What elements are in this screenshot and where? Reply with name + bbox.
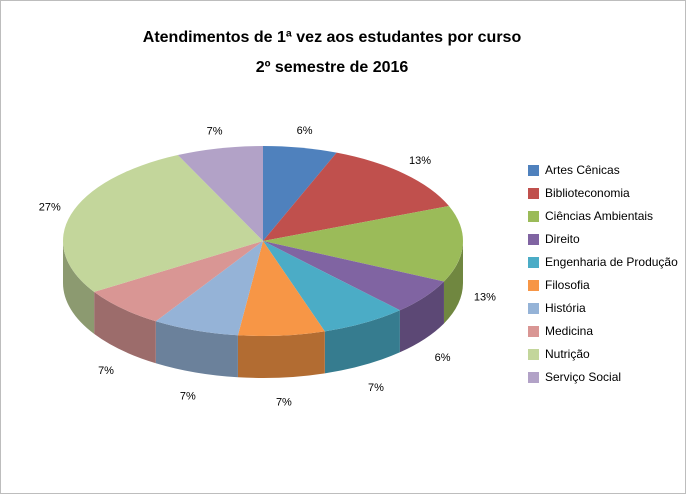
- legend-swatch: [528, 210, 539, 222]
- legend-label: Medicina: [545, 324, 594, 338]
- pie-slice: [177, 146, 263, 241]
- legend-label: Serviço Social: [545, 370, 622, 384]
- pie-slice: [263, 146, 337, 241]
- slice-label: 6%: [297, 125, 313, 137]
- slice-label: 6%: [435, 352, 451, 364]
- pie-slice: [263, 206, 463, 282]
- chart-title: Atendimentos de 1ª vez aos estudantes po…: [1, 23, 663, 83]
- legend-swatch: [528, 302, 539, 314]
- legend-label: Biblioteconomia: [545, 186, 630, 200]
- slice-label: 13%: [409, 155, 431, 167]
- pie-slice-side: [443, 241, 463, 324]
- chart-legend: Artes Cênicas Biblioteconomia Ciências Amb…: [528, 163, 678, 384]
- slice-label: 13%: [474, 291, 496, 303]
- legend-item: Artes Cênicas: [528, 163, 678, 177]
- slice-label: 7%: [207, 126, 223, 138]
- legend-swatch: [528, 164, 539, 176]
- pie-slice: [263, 241, 444, 311]
- legend-label: Direito: [545, 232, 580, 246]
- legend-swatch: [528, 279, 539, 291]
- pie-slice-side: [155, 321, 238, 378]
- pie-slice: [155, 241, 263, 336]
- pie-slice: [94, 241, 263, 322]
- legend-label: Engenharia de Produção: [545, 255, 678, 269]
- pie-slice-side: [94, 291, 156, 364]
- pie-slice-side: [324, 310, 400, 374]
- legend-label: Nutrição: [545, 347, 590, 361]
- legend-item: Ciências Ambientais: [528, 209, 678, 223]
- legend-label: Artes Cênicas: [545, 163, 620, 177]
- slice-label: 7%: [180, 391, 196, 403]
- legend-swatch: [528, 233, 539, 245]
- chart-title-line2: 2º semestre de 2016: [255, 59, 409, 76]
- legend-item: Direito: [528, 232, 678, 246]
- slice-label: 27%: [39, 202, 61, 214]
- slice-label: 7%: [276, 397, 292, 409]
- legend-item: Engenharia de Produção: [528, 255, 678, 269]
- pie-slice: [263, 241, 400, 332]
- pie-slice-side: [399, 281, 444, 353]
- legend-item: Biblioteconomia: [528, 186, 678, 200]
- legend-item: História: [528, 301, 678, 315]
- pie-slice-side: [237, 331, 325, 378]
- pie-slice: [263, 152, 449, 241]
- legend-label: Ciências Ambientais: [545, 209, 654, 223]
- legend-item: Filosofia: [528, 278, 678, 292]
- pie-slice: [237, 241, 325, 336]
- legend-swatch: [528, 371, 539, 383]
- legend-item: Nutrição: [528, 347, 678, 361]
- legend-swatch: [528, 325, 539, 337]
- legend-swatch: [528, 187, 539, 199]
- pie-slice-side: [63, 241, 95, 334]
- legend-label: Filosofia: [545, 278, 590, 292]
- slice-label: 7%: [98, 365, 114, 377]
- legend-label: História: [545, 301, 586, 315]
- legend-swatch: [528, 256, 539, 268]
- legend-swatch: [528, 348, 539, 360]
- slice-label: 7%: [368, 382, 384, 394]
- legend-item: Serviço Social: [528, 370, 678, 384]
- chart-title-line1: Atendimentos de 1ª vez aos estudantes po…: [142, 29, 522, 46]
- pie-slice: [63, 155, 263, 292]
- legend-item: Medicina: [528, 324, 678, 338]
